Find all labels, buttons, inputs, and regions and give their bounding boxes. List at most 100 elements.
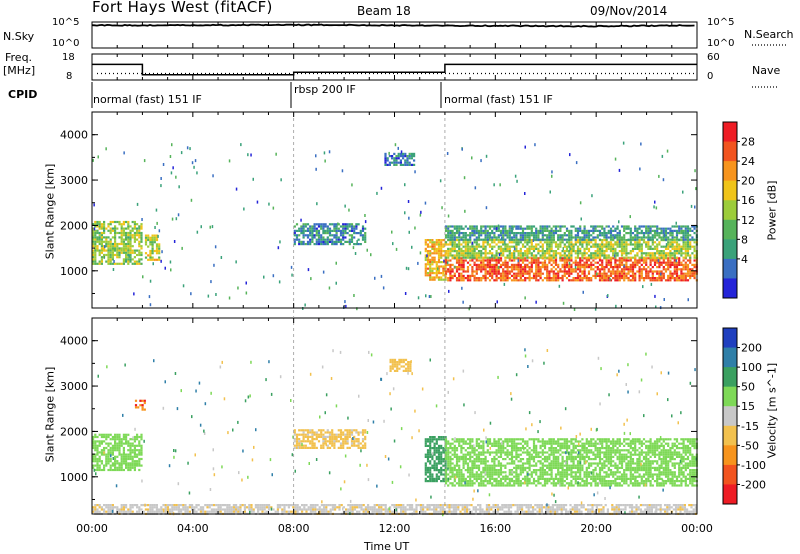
heat-cell-region-6	[673, 245, 676, 248]
heat-cell-region-5	[477, 455, 481, 458]
heat-cell-region-2	[300, 446, 303, 449]
heat-cell-region-6	[510, 256, 514, 259]
heat-cell-region-0	[92, 457, 95, 461]
heat-scatter-cell	[462, 300, 464, 304]
heat-cell-region-6	[629, 243, 632, 246]
heat-cell-region-5	[563, 475, 566, 478]
heat-cell-region-5	[689, 261, 692, 264]
heat-cell-region-5	[532, 455, 536, 458]
heat-cell-region-3	[409, 369, 412, 372]
heat-cell-region-6	[651, 252, 654, 255]
heat-cell-region-4	[444, 265, 447, 268]
heat-cell-region-3	[386, 163, 389, 166]
heat-cell-region-6	[458, 241, 461, 244]
heat-cell-region-5	[460, 451, 463, 454]
heat-cell-region-7	[594, 229, 597, 232]
heat-cell-region-7	[537, 238, 540, 241]
heat-cell-region-3	[407, 369, 410, 372]
heat-cell-region-5	[458, 480, 461, 483]
heat-cell-region-5	[568, 473, 571, 476]
heat-cell-region-0	[103, 220, 106, 224]
heat-cell-region-5	[563, 270, 566, 273]
heat-cell-region-6	[671, 243, 674, 246]
heat-cell-region-5	[583, 270, 586, 273]
heat-cell-region-7	[473, 225, 476, 228]
heat-cell-region-6	[458, 254, 461, 257]
heat-cell-region-5	[565, 458, 569, 461]
heat-cell-region-5	[660, 277, 663, 280]
heat-cell-region-5	[680, 263, 683, 266]
heat-cell-region-5	[627, 272, 630, 275]
heat-cell-region-7	[475, 229, 478, 232]
heat-cell-region-5	[662, 272, 665, 275]
heat-cell-region-5	[667, 266, 670, 269]
heat-cell-region-7	[634, 236, 637, 239]
heat-cell-region-6	[521, 256, 525, 259]
heat-cell-region-6	[526, 239, 529, 242]
heat-cell-region-5	[493, 469, 496, 472]
heat-cell-region-5	[475, 438, 478, 441]
heat-cell-region-5	[662, 266, 665, 269]
heat-scatter-cell	[400, 150, 403, 154]
heat-cell-region-3	[409, 363, 412, 366]
heat-cell-region-7	[458, 234, 461, 237]
heat-cell-region-5	[488, 442, 492, 445]
heat-cell-region-0	[125, 462, 128, 465]
heat-cell-region-3	[408, 161, 411, 164]
heat-cell-region-0	[127, 440, 130, 443]
heat-cell-region-7	[684, 229, 687, 232]
heat-cell-region-0	[114, 247, 117, 250]
heat-scatter-cell	[158, 229, 161, 233]
heat-cell-region-1	[149, 256, 152, 259]
heat-cell-region-5	[502, 482, 505, 485]
heat-cell-region-7	[451, 236, 454, 239]
heat-scatter-cell	[419, 213, 422, 217]
heat-scatter-cell	[517, 259, 519, 263]
heat-cell-region-6	[660, 254, 663, 257]
heat-cell-region-5	[576, 462, 580, 465]
heat-scatter-cell	[663, 298, 665, 301]
heat-cell-region-0	[111, 251, 114, 254]
heat-cell-region-5	[517, 455, 520, 458]
heat-cell-region-0	[107, 223, 110, 226]
heat-cell-region-7	[598, 225, 602, 228]
heat-cell-region-5	[636, 270, 639, 273]
heat-cell-region-2	[348, 234, 351, 237]
heat-cell-region-4	[440, 265, 443, 268]
heat-cell-region-5	[484, 279, 487, 282]
heat-cell-region-0	[109, 457, 112, 461]
heat-cell-region-7	[671, 234, 674, 237]
heat-cell-region-5	[585, 266, 588, 269]
heat-cell-region-3	[408, 155, 411, 158]
heat-cell-region-7	[466, 227, 470, 230]
heat-cell-region-5	[460, 272, 463, 275]
heat-cell-region-5	[491, 442, 494, 445]
heat-cell-region-6	[469, 250, 472, 253]
heat-cell-region-7	[634, 229, 637, 232]
heat-cell-region-5	[455, 469, 459, 472]
heat-cell-region-6	[625, 243, 628, 246]
heat-cell-region-6	[519, 256, 522, 259]
heat-cell-region-4	[440, 460, 443, 463]
heat-cell-region-5	[550, 475, 553, 478]
heat-cell-region-6	[475, 241, 478, 244]
heat-cell-region-0	[100, 225, 103, 228]
heat-cell-region-7	[642, 234, 646, 237]
heat-cell-region-0	[96, 223, 99, 226]
heat-cell-region-6	[680, 245, 683, 248]
heat-cell-region-7	[526, 225, 529, 228]
heat-cell-region-0	[96, 249, 99, 252]
heat-cell-region-0	[120, 438, 123, 441]
heat-cell-region-5	[568, 268, 571, 271]
heat-cell-region-6	[444, 241, 448, 244]
heat-cell-region-6	[469, 254, 472, 257]
heat-cell-region-6	[684, 256, 687, 259]
heat-cell-region-5	[546, 442, 549, 445]
heat-cell-region-5	[499, 477, 503, 480]
heat-cell-region-5	[552, 462, 555, 465]
heat-cell-region-0	[122, 468, 125, 472]
heat-cell-region-7	[444, 229, 448, 232]
heat-cell-region-0	[140, 234, 143, 237]
heat-cell-region-3	[404, 358, 408, 361]
heat-cell-region-5	[546, 274, 549, 277]
